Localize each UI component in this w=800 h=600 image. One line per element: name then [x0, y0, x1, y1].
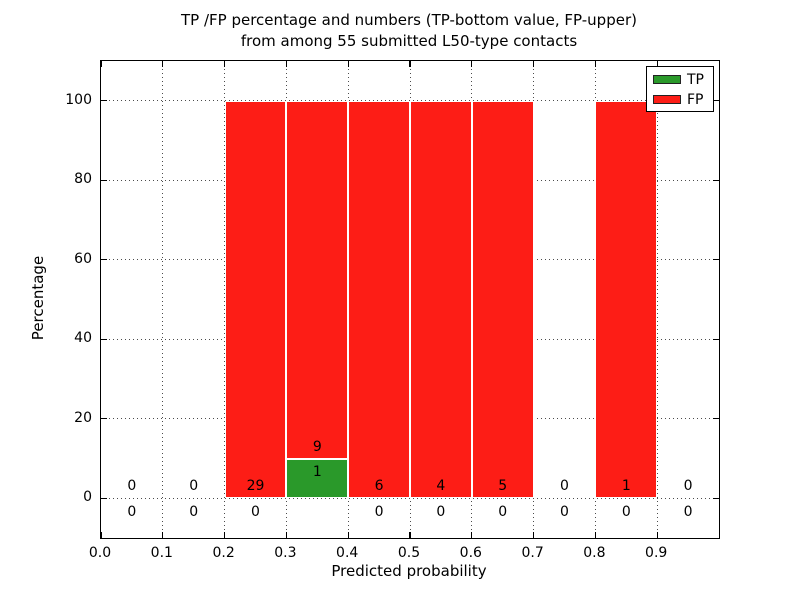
x-tick-label: 0.6 — [459, 545, 482, 561]
fp-bar-segment — [348, 100, 410, 499]
x-tick-label: 0.9 — [645, 545, 668, 561]
x-tick-label: 0.1 — [150, 545, 173, 561]
y-tick-label: 0 — [83, 489, 92, 506]
gridline-vertical — [656, 61, 658, 538]
x-tick-label: 0.5 — [397, 545, 421, 561]
fp-count-label: 6 — [374, 478, 384, 495]
x-tick-label: 0.3 — [274, 545, 297, 561]
x-tick-mark-top — [532, 61, 535, 67]
x-tick-label: 0.4 — [336, 545, 359, 561]
x-tick-mark — [656, 532, 658, 538]
tp-count-label: 0 — [189, 504, 199, 521]
fp-bar-segment — [595, 100, 658, 499]
tp-count-label: 0 — [127, 504, 137, 521]
gridline-vertical — [162, 61, 164, 538]
x-tick-mark-top — [656, 61, 658, 67]
x-tick-mark — [532, 532, 535, 538]
x-tick-label: 0.0 — [88, 545, 112, 561]
legend-label-fp: FP — [687, 92, 704, 108]
x-tick-mark — [347, 532, 349, 538]
tp-bar-segment — [286, 458, 349, 499]
y-tick-mark — [101, 259, 107, 261]
chart-title-line1: TP /FP percentage and numbers (TP-bottom… — [181, 11, 637, 29]
x-tick-mark-top — [285, 61, 288, 67]
fp-count-label: 5 — [498, 478, 508, 495]
y-tick-mark-right — [713, 179, 719, 181]
tp-count-label: 0 — [621, 504, 631, 521]
fp-count-label: 0 — [127, 478, 137, 495]
y-tick-mark-right — [713, 100, 719, 102]
x-tick-label: 0.7 — [521, 545, 544, 561]
y-tick-label: 80 — [74, 171, 92, 188]
fp-count-label: 0 — [683, 478, 693, 495]
fp-bar-segment — [471, 100, 534, 499]
fp-bar-segment — [224, 100, 287, 499]
y-tick-mark — [101, 497, 107, 499]
legend-row-tp: TP — [647, 70, 713, 90]
x-tick-mark-top — [471, 61, 473, 67]
x-tick-mark — [594, 532, 597, 538]
x-tick-label: 0.2 — [212, 545, 235, 561]
legend-label-tp: TP — [687, 72, 704, 88]
legend: TP FP — [646, 66, 714, 112]
y-tick-label: 60 — [74, 250, 92, 267]
tp-count-label: 0 — [560, 504, 569, 521]
x-tick-mark-top — [347, 61, 349, 67]
tp-count-label: 0 — [498, 504, 508, 521]
y-tick-mark — [101, 338, 107, 340]
y-tick-label: 40 — [74, 330, 92, 347]
x-tick-mark-top — [100, 61, 102, 67]
x-tick-mark-top — [409, 61, 411, 67]
fp-bar-segment — [286, 100, 349, 459]
x-axis-label: Predicted probability — [331, 562, 487, 580]
x-tick-mark — [409, 532, 411, 538]
plot-area: 0 0 0 0 29 0 9 1 6 0 4 0 5 0 0 0 1 0 0 0 — [100, 60, 720, 539]
chart-title: TP /FP percentage and numbers (TP-bottom… — [100, 10, 718, 52]
y-tick-mark — [101, 179, 107, 181]
x-tick-label: 0.8 — [583, 545, 606, 561]
y-tick-mark-right — [713, 259, 719, 261]
y-tick-mark — [101, 418, 107, 420]
x-tick-mark — [285, 532, 288, 538]
y-tick-mark-right — [713, 418, 719, 420]
x-tick-mark — [223, 532, 226, 538]
chart-title-line2: from among 55 submitted L50-type contact… — [240, 32, 578, 50]
gridline-horizontal — [101, 497, 719, 499]
x-tick-mark-top — [594, 61, 597, 67]
tp-count-label: 0 — [683, 504, 693, 521]
fp-swatch-icon — [653, 95, 681, 104]
y-axis-label: Percentage — [29, 255, 47, 341]
gridline-vertical — [533, 61, 535, 538]
fp-bar-segment — [410, 100, 472, 499]
tp-count-label: 1 — [312, 464, 322, 481]
fp-count-label: 9 — [312, 438, 322, 455]
y-tick-mark-right — [713, 497, 719, 499]
tp-count-label: 0 — [251, 504, 260, 521]
legend-row-fp: FP — [647, 90, 713, 110]
x-tick-mark — [100, 532, 102, 538]
y-tick-label: 20 — [74, 409, 92, 426]
fp-count-label: 29 — [246, 478, 265, 495]
y-tick-mark — [101, 100, 107, 102]
y-tick-mark-right — [713, 338, 719, 340]
x-tick-mark-top — [223, 61, 226, 67]
fp-count-label: 1 — [621, 478, 631, 495]
tp-count-label: 0 — [436, 504, 446, 521]
x-tick-mark-top — [162, 61, 164, 67]
fp-count-label: 4 — [436, 478, 446, 495]
fp-count-label: 0 — [189, 478, 199, 495]
x-tick-mark — [162, 532, 164, 538]
x-tick-mark — [471, 532, 473, 538]
fp-count-label: 0 — [560, 478, 569, 495]
tp-swatch-icon — [653, 75, 681, 84]
y-tick-label: 100 — [65, 91, 92, 108]
tp-count-label: 0 — [374, 504, 384, 521]
